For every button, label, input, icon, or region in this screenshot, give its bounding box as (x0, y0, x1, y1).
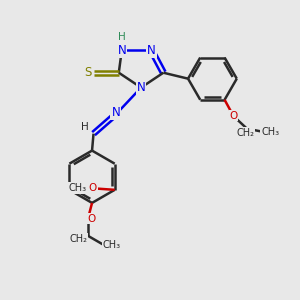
Text: H: H (81, 122, 89, 132)
Text: CH₂: CH₂ (70, 234, 88, 244)
Text: H: H (118, 32, 126, 42)
Text: CH₃: CH₃ (69, 183, 87, 193)
Text: N: N (147, 44, 156, 57)
Text: N: N (111, 106, 120, 119)
Text: CH₃: CH₃ (261, 127, 279, 136)
Text: CH₃: CH₃ (102, 239, 120, 250)
Text: O: O (230, 110, 238, 121)
Text: N: N (117, 44, 126, 57)
Text: O: O (88, 183, 97, 193)
Text: CH₂: CH₂ (236, 128, 254, 138)
Text: S: S (84, 66, 91, 79)
Text: O: O (87, 214, 95, 224)
Text: N: N (137, 81, 146, 94)
